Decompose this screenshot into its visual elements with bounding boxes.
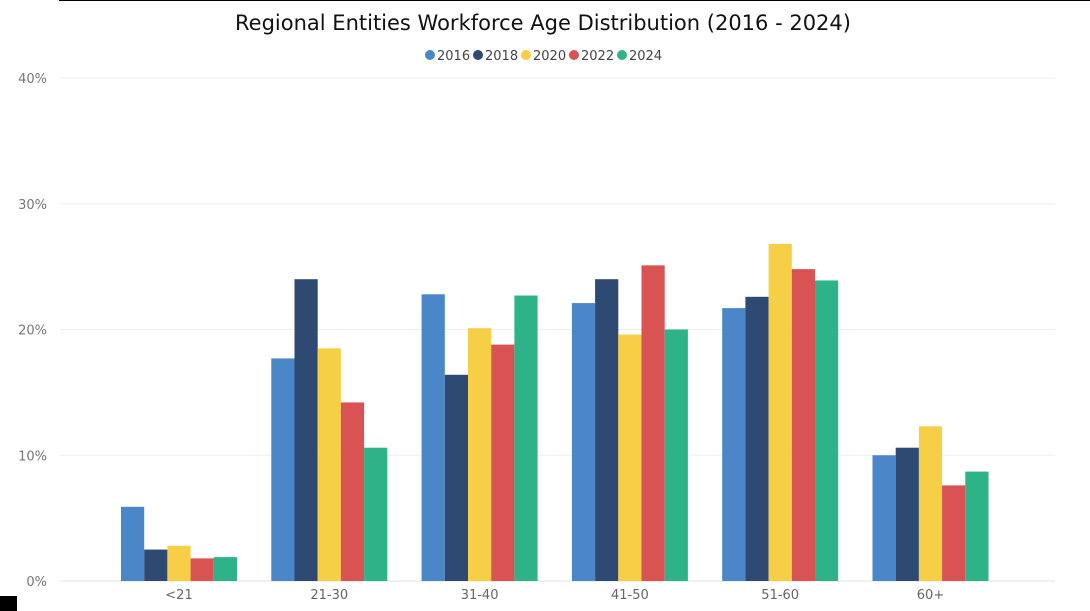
x-tick-label: <21 (165, 588, 192, 603)
bar-2022-60+[interactable]: 2022 60+: 7.6% (942, 485, 966, 581)
legend-item-2016[interactable]: 2016 (425, 49, 470, 64)
bar-group-31-40: 2016 31-40: 22.8%2018 31-40: 16.4%2020 3… (421, 294, 538, 581)
legend-marker-2024 (617, 50, 627, 60)
bar-2016-60+[interactable]: 2016 60+: 10% (872, 455, 896, 581)
bar-group-41-50: 2016 41-50: 22.1%2018 41-50: 24%2020 41-… (571, 265, 688, 582)
bar-2024-41-50[interactable]: 2024 41-50: 20% (664, 329, 688, 582)
bar-2022-51-60[interactable]: 2022 51-60: 24.8% (791, 269, 815, 581)
bar-2020-31-40[interactable]: 2020 31-40: 20.1% (468, 328, 492, 581)
bar-2018-21-30[interactable]: 2018 21-30: 24% (294, 279, 318, 581)
legend-item-2024[interactable]: 2024 (617, 49, 662, 64)
x-tick-label: 21-30 (310, 588, 348, 603)
chart-title: Regional Entities Workforce Age Distribu… (235, 11, 851, 35)
bar-2024-51-60[interactable]: 2024 51-60: 23.9% (815, 280, 839, 581)
x-axis: <21 21-30 31-40 41-50 51-60 60+ (165, 588, 944, 603)
legend-marker-2016 (425, 50, 435, 60)
bar-2024-21-30[interactable]: 2024 21-30: 10.6% (364, 447, 388, 581)
bar-2016-51-60[interactable]: 2016 51-60: 21.7% (722, 308, 746, 581)
legend-label-2024: 2024 (629, 49, 662, 64)
y-tick-label: 20% (18, 324, 47, 339)
bar-2022-<21[interactable]: 2022 <21: 1.8% (190, 558, 214, 581)
legend-label-2016: 2016 (437, 49, 470, 64)
x-tick-label: 51-60 (761, 588, 799, 603)
legend-marker-2018 (473, 50, 483, 60)
bar-2020-51-60[interactable]: 2020 51-60: 26.8% (768, 243, 792, 582)
y-tick-label: 0% (26, 575, 47, 590)
bar-2022-31-40[interactable]: 2022 31-40: 18.8% (491, 344, 515, 581)
bar-2020-21-30[interactable]: 2020 21-30: 18.5% (317, 348, 341, 581)
bar-2016-<21[interactable]: 2016 <21: 5.9% (121, 506, 145, 581)
bar-group-<21: 2016 <21: 5.9%2018 <21: 2.5%2020 <21: 2.… (121, 506, 237, 581)
bar-2018-60+[interactable]: 2018 60+: 10.6% (895, 447, 919, 581)
x-tick-label: 60+ (917, 588, 944, 603)
chart-legend: 2016 2018 2020 2022 2024 (425, 49, 662, 64)
x-tick-label: 31-40 (461, 588, 499, 603)
y-tick-label: 10% (18, 449, 47, 464)
bar-2020-<21[interactable]: 2020 <21: 2.8% (167, 545, 191, 581)
legend-item-2020[interactable]: 2020 (521, 49, 566, 64)
y-tick-label: 30% (18, 198, 47, 213)
x-tick-label: 41-50 (611, 588, 649, 603)
bar-2018-31-40[interactable]: 2018 31-40: 16.4% (444, 374, 468, 581)
y-axis: 0% 10% 20% 30% 40% (18, 72, 47, 590)
bar-2020-41-50[interactable]: 2020 41-50: 19.6% (618, 334, 642, 581)
bar-2018-<21[interactable]: 2018 <21: 2.5% (144, 549, 168, 581)
bar-2020-60+[interactable]: 2020 60+: 12.3% (918, 426, 943, 581)
bar-2016-41-50[interactable]: 2016 41-50: 22.1% (571, 303, 596, 581)
bar-2022-21-30[interactable]: 2022 21-30: 14.2% (340, 402, 365, 581)
legend-item-2022[interactable]: 2022 (569, 49, 614, 64)
bar-2024-60+[interactable]: 2024 60+: 8.7% (965, 471, 989, 581)
bar-2024-31-40[interactable]: 2024 31-40: 22.7% (514, 295, 538, 581)
legend-item-2018[interactable]: 2018 (473, 49, 518, 64)
legend-label-2022: 2022 (581, 49, 614, 64)
bar-2024-<21[interactable]: 2024 <21: 1.9% (213, 557, 237, 581)
legend-label-2018: 2018 (485, 49, 518, 64)
bar-2018-51-60[interactable]: 2018 51-60: 22.6% (745, 296, 769, 581)
legend-marker-2022 (569, 50, 579, 60)
corner-block (0, 596, 17, 611)
bar-group-51-60: 2016 51-60: 21.7%2018 51-60: 22.6%2020 5… (722, 243, 839, 582)
bar-group-60+: 2016 60+: 10%2018 60+: 10.6%2020 60+: 12… (872, 426, 989, 581)
legend-marker-2020 (521, 50, 531, 60)
bar-group-21-30: 2016 21-30: 17.7%2018 21-30: 24%2020 21-… (271, 279, 388, 581)
bar-2022-41-50[interactable]: 2022 41-50: 25.1% (641, 265, 665, 581)
bar-2016-21-30[interactable]: 2016 21-30: 17.7% (271, 358, 295, 581)
y-tick-label: 40% (18, 72, 47, 87)
bars: 2016 <21: 5.9%2018 <21: 2.5%2020 <21: 2.… (121, 243, 989, 582)
bar-2016-31-40[interactable]: 2016 31-40: 22.8% (421, 294, 445, 581)
bar-2018-41-50[interactable]: 2018 41-50: 24% (595, 279, 619, 581)
legend-label-2020: 2020 (533, 49, 566, 64)
